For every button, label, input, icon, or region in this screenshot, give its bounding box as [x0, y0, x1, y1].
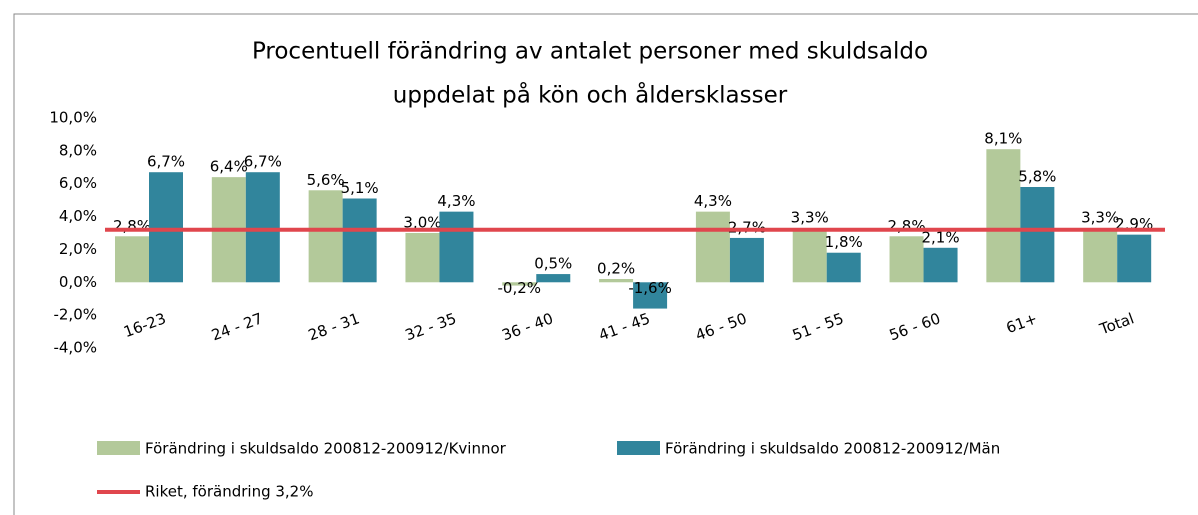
legend-label: Riket, förändring 3,2% [145, 483, 313, 501]
data-label: 6,7% [244, 153, 282, 171]
bar [1020, 187, 1055, 283]
data-label: -0,2% [498, 279, 542, 297]
data-label: 4,3% [694, 192, 732, 210]
data-label: 5,8% [1018, 168, 1056, 186]
bar [439, 211, 474, 283]
bar [923, 247, 958, 283]
bar [695, 211, 730, 283]
bar [502, 282, 537, 286]
bar [405, 233, 440, 283]
x-tick-label: 36 - 40 [500, 309, 556, 344]
bar [245, 172, 280, 283]
legend-label: Förändring i skuldsaldo 200812-200912/Kv… [145, 440, 507, 458]
legend-label: Förändring i skuldsaldo 200812-200912/Mä… [665, 440, 1000, 458]
bar [308, 190, 343, 283]
x-tick-label: 16-23 [121, 309, 168, 341]
y-tick-label: 0,0% [59, 273, 97, 291]
chart-title: uppdelat på kön och åldersklasser [393, 81, 788, 109]
data-label: 3,3% [791, 209, 829, 227]
bar [342, 198, 377, 283]
bar [729, 237, 764, 283]
data-label: 1,8% [825, 233, 863, 251]
data-label: 8,1% [984, 130, 1022, 148]
data-label: 0,5% [534, 255, 572, 273]
data-label: 6,4% [210, 158, 248, 176]
x-tick-label: 46 - 50 [693, 309, 749, 344]
bar [986, 149, 1021, 283]
x-tick-label: 51 - 55 [790, 309, 846, 344]
x-tick-label: 24 - 27 [209, 309, 265, 344]
y-tick-label: 4,0% [59, 207, 97, 225]
x-tick-label: 28 - 31 [306, 309, 362, 344]
data-label: 2,7% [728, 218, 766, 236]
y-tick-label: 2,0% [59, 240, 97, 258]
y-tick-label: 8,0% [59, 141, 97, 159]
data-label: 0,2% [597, 260, 635, 278]
x-tick-label: Total [1096, 309, 1136, 338]
data-label: -1,6% [628, 279, 672, 297]
y-tick-label: -2,0% [53, 306, 97, 324]
data-label: 2,8% [113, 217, 151, 235]
data-label: 4,3% [437, 192, 475, 210]
bar [792, 228, 827, 283]
legend-swatch [617, 441, 660, 455]
bar [1117, 234, 1152, 283]
chart-title: Procentuell förändring av antalet person… [252, 39, 928, 65]
bar [536, 274, 571, 283]
x-tick-label: 32 - 35 [403, 309, 459, 344]
x-tick-label: 56 - 60 [887, 309, 943, 344]
y-tick-label: 10,0% [49, 109, 97, 127]
bar [149, 172, 183, 283]
bar [889, 236, 924, 283]
x-tick-label: 61+ [1004, 309, 1040, 337]
y-tick-label: -4,0% [53, 339, 97, 357]
bar [115, 236, 149, 283]
data-label: 3,3% [1081, 209, 1119, 227]
chart-border [13, 13, 1198, 515]
bar [599, 279, 634, 283]
data-label: 3,0% [403, 214, 441, 232]
bar [826, 252, 861, 283]
data-label: 5,6% [307, 171, 345, 189]
data-label: 2,8% [887, 217, 925, 235]
x-tick-label: 41 - 45 [596, 309, 652, 344]
legend-swatch [97, 441, 140, 455]
data-label: 6,7% [147, 153, 185, 171]
data-label: 5,1% [341, 179, 379, 197]
bar [633, 282, 668, 309]
data-label: 2,1% [921, 228, 959, 246]
y-tick-label: 6,0% [59, 174, 97, 192]
bar [1083, 228, 1118, 283]
